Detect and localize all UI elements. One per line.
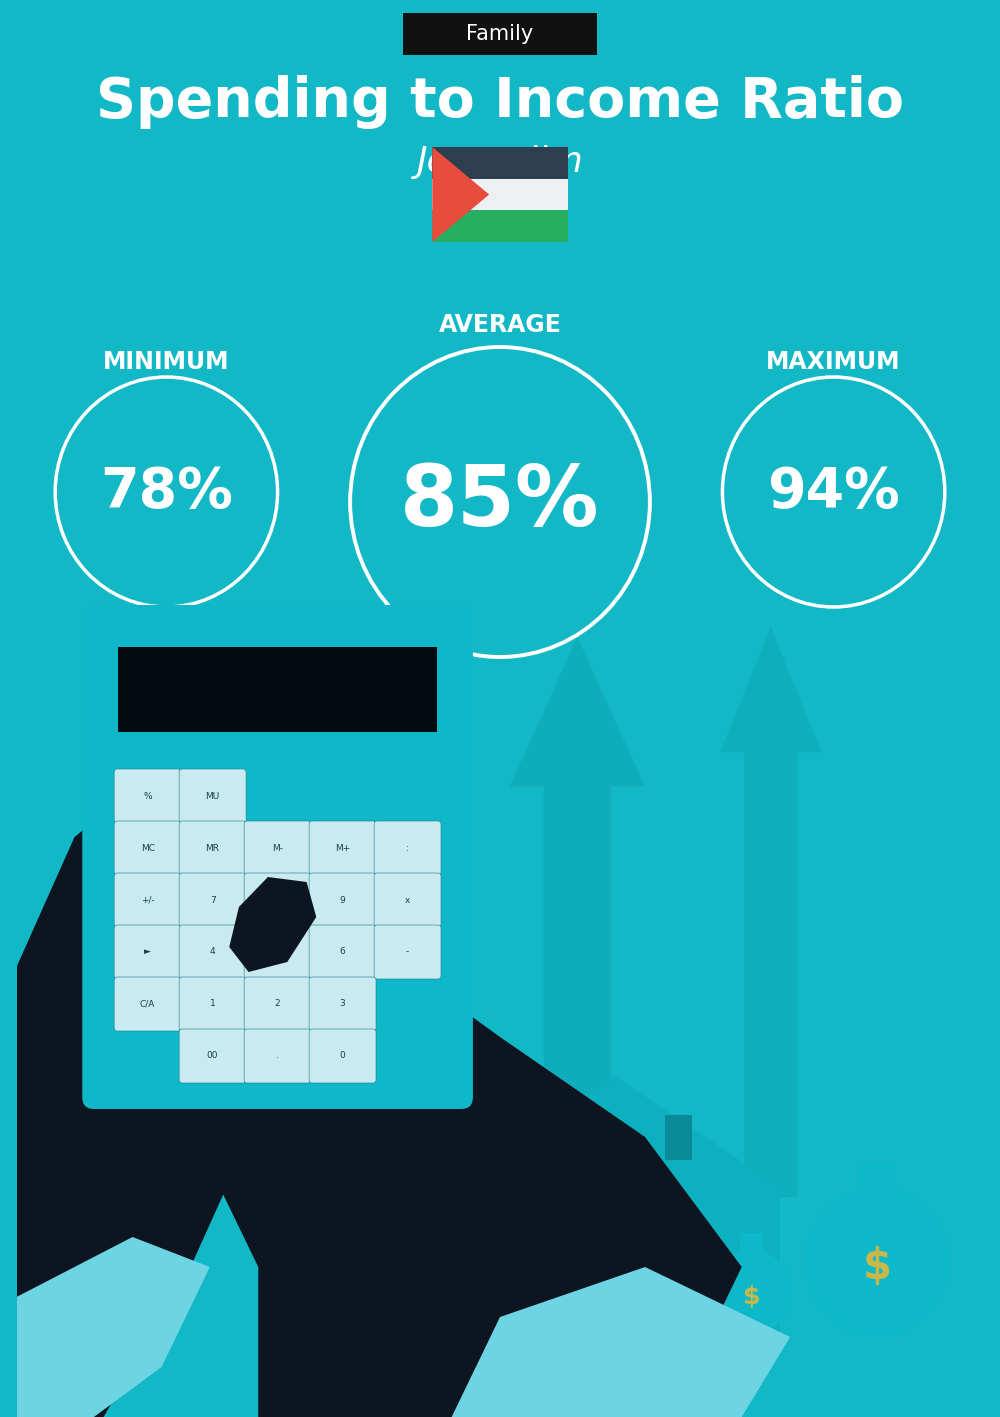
Text: Jerusalim: Jerusalim xyxy=(417,145,583,179)
FancyBboxPatch shape xyxy=(577,1272,625,1338)
Text: 3: 3 xyxy=(340,999,345,1009)
Text: 6: 6 xyxy=(340,948,345,956)
Text: +/-: +/- xyxy=(141,896,155,904)
Text: C/A: C/A xyxy=(140,999,155,1009)
FancyBboxPatch shape xyxy=(626,1292,732,1304)
Text: M-: M- xyxy=(272,843,283,853)
Text: -: - xyxy=(406,948,409,956)
Polygon shape xyxy=(720,626,822,1197)
FancyBboxPatch shape xyxy=(374,925,441,979)
Polygon shape xyxy=(16,737,384,1417)
FancyBboxPatch shape xyxy=(432,179,568,210)
Text: x: x xyxy=(405,896,410,904)
Text: 1: 1 xyxy=(210,999,215,1009)
Text: MU: MU xyxy=(205,792,220,801)
FancyBboxPatch shape xyxy=(626,1305,732,1315)
Text: 0: 0 xyxy=(340,1051,345,1060)
Text: $: $ xyxy=(863,1246,892,1288)
FancyBboxPatch shape xyxy=(309,820,376,876)
FancyBboxPatch shape xyxy=(655,1247,699,1285)
FancyBboxPatch shape xyxy=(179,873,246,927)
Polygon shape xyxy=(16,1237,210,1417)
FancyBboxPatch shape xyxy=(114,820,181,876)
FancyBboxPatch shape xyxy=(665,1115,692,1161)
Text: Spending to Income Ratio: Spending to Income Ratio xyxy=(96,75,904,129)
Text: 7: 7 xyxy=(210,896,215,904)
FancyBboxPatch shape xyxy=(244,1029,311,1083)
FancyBboxPatch shape xyxy=(82,605,473,1110)
FancyBboxPatch shape xyxy=(860,1163,895,1195)
FancyBboxPatch shape xyxy=(478,1247,521,1285)
FancyBboxPatch shape xyxy=(244,925,311,979)
Text: M+: M+ xyxy=(335,843,350,853)
FancyBboxPatch shape xyxy=(244,873,311,927)
FancyBboxPatch shape xyxy=(432,210,568,242)
Text: 00: 00 xyxy=(207,1051,218,1060)
Text: 8: 8 xyxy=(275,896,280,904)
FancyBboxPatch shape xyxy=(452,1195,780,1338)
Text: $: $ xyxy=(743,1285,760,1309)
FancyBboxPatch shape xyxy=(244,820,311,876)
FancyBboxPatch shape xyxy=(179,925,246,979)
FancyBboxPatch shape xyxy=(309,925,376,979)
Polygon shape xyxy=(510,638,645,1316)
Polygon shape xyxy=(452,1267,790,1417)
FancyBboxPatch shape xyxy=(374,873,441,927)
FancyBboxPatch shape xyxy=(179,976,246,1032)
FancyBboxPatch shape xyxy=(114,976,181,1032)
FancyBboxPatch shape xyxy=(432,147,568,179)
FancyBboxPatch shape xyxy=(244,976,311,1032)
FancyBboxPatch shape xyxy=(179,820,246,876)
FancyBboxPatch shape xyxy=(374,820,441,876)
Polygon shape xyxy=(442,1077,790,1195)
Polygon shape xyxy=(210,867,742,1417)
Polygon shape xyxy=(229,877,316,972)
FancyBboxPatch shape xyxy=(403,13,597,55)
Text: MAXIMUM: MAXIMUM xyxy=(766,350,901,374)
FancyBboxPatch shape xyxy=(179,769,246,823)
Text: 78%: 78% xyxy=(100,465,233,519)
Text: Family: Family xyxy=(466,24,534,44)
Text: MINIMUM: MINIMUM xyxy=(103,350,230,374)
Circle shape xyxy=(711,1250,792,1333)
Text: 2: 2 xyxy=(275,999,280,1009)
Text: MC: MC xyxy=(141,843,155,853)
FancyBboxPatch shape xyxy=(626,1329,732,1339)
Text: MR: MR xyxy=(206,843,220,853)
FancyBboxPatch shape xyxy=(626,1316,732,1326)
Text: ►: ► xyxy=(144,948,151,956)
FancyBboxPatch shape xyxy=(309,873,376,927)
FancyBboxPatch shape xyxy=(309,1029,376,1083)
Text: AVERAGE: AVERAGE xyxy=(439,313,561,337)
Text: 85%: 85% xyxy=(400,462,600,543)
Text: %: % xyxy=(143,792,152,801)
FancyBboxPatch shape xyxy=(179,1029,246,1083)
Text: 4: 4 xyxy=(210,948,215,956)
FancyBboxPatch shape xyxy=(114,873,181,927)
Text: 5: 5 xyxy=(275,948,280,956)
Text: :: : xyxy=(406,843,409,853)
Circle shape xyxy=(805,1187,950,1338)
FancyBboxPatch shape xyxy=(114,925,181,979)
Text: .: . xyxy=(276,1051,279,1060)
FancyBboxPatch shape xyxy=(114,769,181,823)
FancyBboxPatch shape xyxy=(118,648,437,733)
Polygon shape xyxy=(432,147,489,242)
Text: 94%: 94% xyxy=(767,465,900,519)
FancyBboxPatch shape xyxy=(309,976,376,1032)
FancyBboxPatch shape xyxy=(740,1233,763,1255)
Text: 9: 9 xyxy=(340,896,345,904)
